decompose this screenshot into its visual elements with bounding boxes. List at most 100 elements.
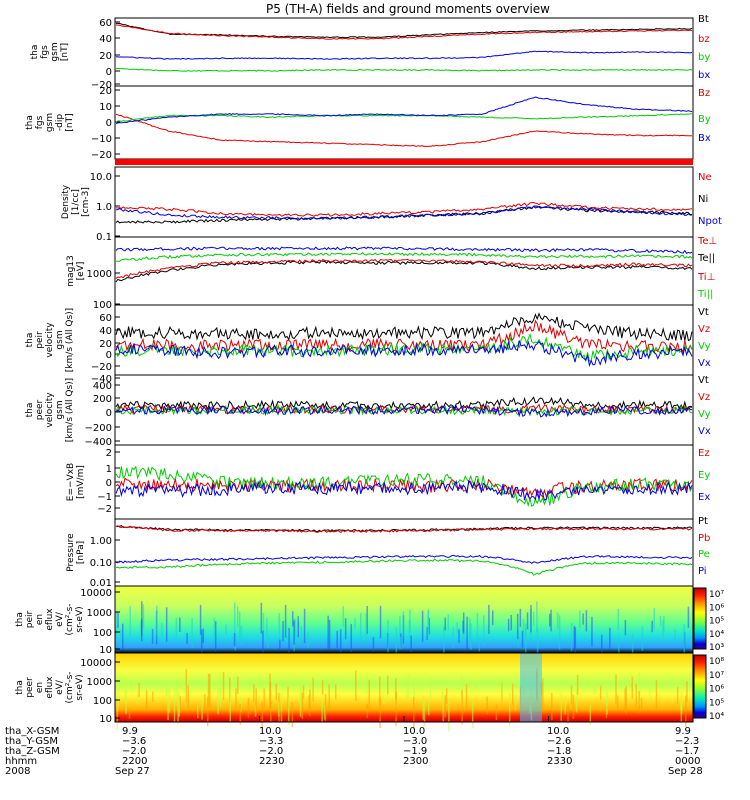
spectrogram-streak xyxy=(674,629,676,641)
ytick-label: −20 xyxy=(91,362,112,373)
spectrogram-streak xyxy=(402,611,405,636)
spectrogram-streak xyxy=(478,636,481,652)
spectrogram-streak xyxy=(564,695,567,715)
spectrogram-streak xyxy=(233,602,236,633)
spectrogram-streak xyxy=(617,608,620,631)
legend-label: bx xyxy=(698,70,710,81)
spectrogram-streak xyxy=(121,623,124,649)
spectrogram-streak xyxy=(589,704,592,726)
legend-label: Bt xyxy=(698,14,709,25)
spectrogram-streak xyxy=(483,615,485,647)
spectrogram-streak xyxy=(201,694,203,720)
spectrogram-streak xyxy=(427,609,430,643)
spectrogram-streak xyxy=(526,612,529,630)
spectrogram-streak xyxy=(570,685,573,705)
spectrogram-streak xyxy=(327,615,329,650)
ytick-label: 10.0 xyxy=(90,172,112,183)
spectrogram-streak xyxy=(336,630,338,648)
xtick-z-1: −2.0 xyxy=(122,746,146,757)
spectrogram-streak xyxy=(145,690,148,711)
ytick-label: 40 xyxy=(99,34,112,45)
spectrogram-streak xyxy=(406,685,408,699)
spectrogram-streak xyxy=(444,695,446,718)
spectrogram-streak xyxy=(447,614,450,631)
series-line-by xyxy=(115,113,693,123)
series-line-pe xyxy=(115,558,693,576)
spectrogram-streak xyxy=(328,684,330,712)
series-line-vx xyxy=(115,404,693,418)
ytick-label: −200 xyxy=(85,423,112,434)
xaxis-row-label-time: hhmm xyxy=(5,756,37,767)
ytick-label: 0 xyxy=(106,118,112,129)
xtick-date-1: Sep 27 xyxy=(115,766,150,777)
spectrogram-streak xyxy=(429,676,432,701)
colorbar-tick-label: 10⁴ xyxy=(709,712,724,722)
spectrogram-streak xyxy=(462,612,465,634)
panel-frame xyxy=(114,236,694,306)
ytick-label: 2 xyxy=(106,448,112,459)
series-line-pi xyxy=(115,554,693,565)
spectrogram-streak xyxy=(253,684,255,703)
legend-label: Vz xyxy=(698,324,710,335)
ytick-label: 60 xyxy=(99,18,112,29)
spectrogram-streak xyxy=(635,684,637,709)
spectrogram-streak xyxy=(141,618,143,642)
xtick-z-5: −1.7 xyxy=(675,746,699,757)
colorbar-tick-label: 10⁵ xyxy=(709,698,724,708)
spectrogram-streak xyxy=(165,607,168,642)
mode-bar xyxy=(115,159,693,165)
legend-label: Npot xyxy=(698,216,722,227)
legend-label: Ti⊥ xyxy=(697,272,715,283)
spectrogram-streak xyxy=(277,702,280,717)
spectrogram-streak xyxy=(427,702,430,716)
spectrogram-streak xyxy=(299,687,302,717)
series-line-bx xyxy=(115,96,693,124)
spectrogram-streak xyxy=(293,620,295,645)
spectrogram-streak xyxy=(323,705,326,720)
spectrogram-streak xyxy=(260,602,263,634)
spectrogram-streak xyxy=(572,694,575,719)
xtick-time-1: 2200 xyxy=(122,756,147,767)
spectrogram-streak xyxy=(532,611,535,626)
spectrogram-streak xyxy=(680,692,683,715)
spectrogram-streak xyxy=(609,627,611,649)
spectrogram-streak xyxy=(386,686,389,702)
spectrogram-streak xyxy=(279,639,281,651)
spectrogram-streak xyxy=(382,684,385,704)
spectrogram-streak xyxy=(165,682,168,698)
colorbar-tick-label: 10⁶ xyxy=(709,685,724,695)
ytick-label: 100 xyxy=(93,300,112,311)
legend-label: Pi xyxy=(698,566,707,577)
spectrogram-streak xyxy=(395,678,397,700)
spectrogram-streak xyxy=(522,619,525,639)
ytick-label: 1.00 xyxy=(90,536,112,547)
spectrogram-streak xyxy=(117,612,119,629)
spectrogram-streak xyxy=(294,618,297,643)
series-line-te xyxy=(115,258,693,279)
legend-label: By xyxy=(698,114,711,125)
xtick-z-2: −2.0 xyxy=(259,746,283,757)
spectrogram-streak xyxy=(262,612,265,639)
xtick-y-2: −3.3 xyxy=(259,736,283,747)
series-line-bt xyxy=(116,22,693,39)
series-line-bz xyxy=(115,24,693,40)
spectrogram-streak xyxy=(387,675,389,694)
spectrogram-streak xyxy=(142,604,145,629)
yaxis-label: thafgsgsm[nT] xyxy=(30,42,70,61)
legend-label: Pt xyxy=(698,516,708,527)
xtick-y-4: −2.6 xyxy=(547,736,571,747)
spectrogram-streak xyxy=(168,688,171,713)
ytick-label: 1.0 xyxy=(96,202,112,213)
spectrogram-streak xyxy=(649,687,651,702)
legend-label: Ni xyxy=(698,194,708,205)
xtick-time-2: 2230 xyxy=(259,756,284,767)
spectrogram-streak xyxy=(321,680,324,695)
spectrogram-streak xyxy=(178,691,180,717)
spectrogram-streak xyxy=(197,704,199,719)
spectrogram-dropout xyxy=(520,653,542,722)
spectrogram-streak xyxy=(292,611,294,627)
spectrogram-streak xyxy=(458,629,460,644)
spectrogram-streak xyxy=(303,608,306,644)
spectrogram-streak xyxy=(444,617,447,631)
spectrogram-streak xyxy=(206,696,209,727)
